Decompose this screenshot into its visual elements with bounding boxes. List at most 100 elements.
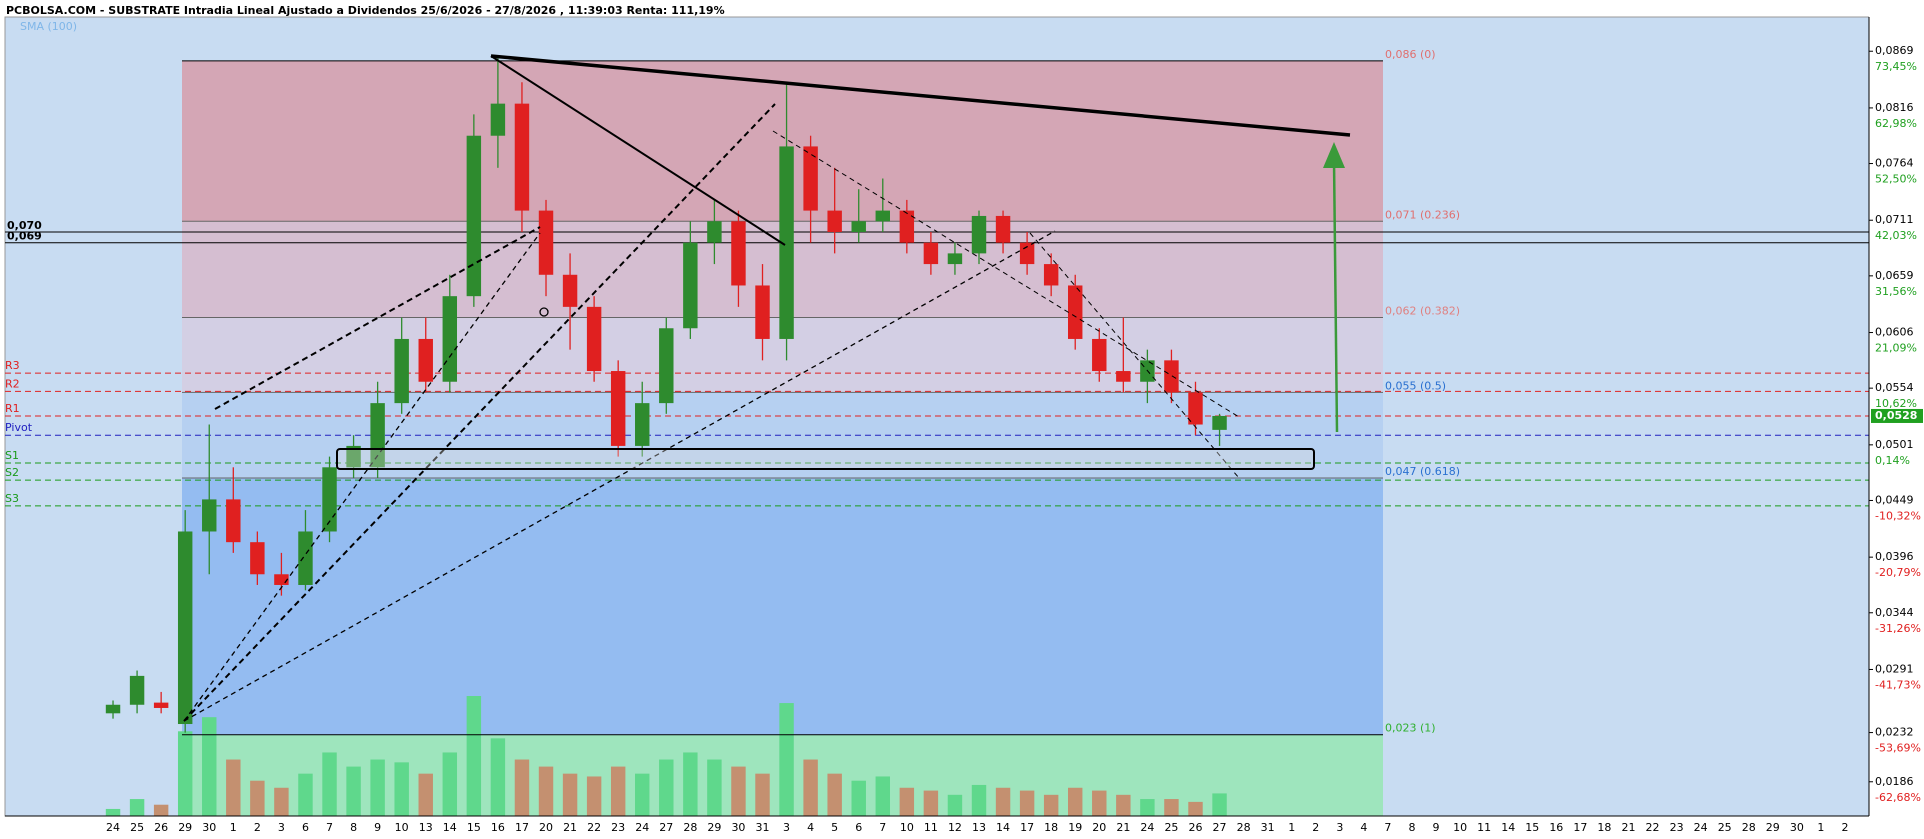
- x-tick-label: 21: [1621, 821, 1635, 834]
- volume-bar: [370, 759, 385, 816]
- y-tick-label: 0,0396: [1875, 550, 1914, 563]
- y-tick-label: 0,0186: [1875, 775, 1914, 788]
- candle-body: [298, 531, 313, 585]
- x-tick-label: 22: [1646, 821, 1660, 834]
- trendline: [183, 230, 1056, 722]
- x-tick-label: 25: [1718, 821, 1732, 834]
- volume-bar: [803, 759, 818, 816]
- volume-bar: [202, 717, 217, 816]
- x-tick-label: 27: [1213, 821, 1227, 834]
- volume-bar: [875, 776, 890, 816]
- x-tick-label: 10: [395, 821, 409, 834]
- candle-body: [538, 210, 554, 275]
- pivot-label: Pivot: [5, 421, 33, 434]
- volume-bar: [1043, 794, 1059, 816]
- fib-label: 0,047 (0.618): [1385, 465, 1460, 478]
- candle-body: [1068, 285, 1083, 339]
- y-tick-label: 0,0449: [1875, 493, 1914, 506]
- marker: [539, 307, 549, 317]
- candle-body: [707, 221, 722, 243]
- candle-body: [683, 242, 698, 329]
- volume-bar: [731, 766, 746, 816]
- x-tick-label: 4: [807, 821, 814, 834]
- x-tick-label: 27: [659, 821, 673, 834]
- candle-body: [1116, 371, 1131, 382]
- candle-body: [995, 215, 1011, 243]
- volume-bar: [538, 766, 554, 816]
- candle-body: [105, 704, 121, 714]
- candle-body: [346, 445, 361, 468]
- change-label: -10,32%: [1875, 509, 1921, 522]
- x-tick-label: 29: [707, 821, 721, 834]
- x-tick-label: 1: [230, 821, 237, 834]
- x-tick-label: 7: [879, 821, 886, 834]
- change-label: 0,14%: [1875, 454, 1910, 467]
- pivot-label: S1: [5, 449, 19, 462]
- level-label: 0,069: [7, 230, 42, 243]
- fib-label: 0,055 (0.5): [1385, 379, 1446, 392]
- x-tick-label: 28: [683, 821, 697, 834]
- x-tick-label: 9: [1433, 821, 1440, 834]
- trendline: [183, 232, 541, 722]
- x-tick-label: 19: [1068, 821, 1082, 834]
- x-tick-label: 30: [731, 821, 745, 834]
- change-label: -53,69%: [1875, 742, 1921, 755]
- volume-bar: [635, 773, 650, 816]
- x-tick-label: 24: [1694, 821, 1708, 834]
- x-tick-label: 6: [302, 821, 309, 834]
- fib-zone: [182, 478, 1383, 735]
- volume-bar: [177, 731, 193, 816]
- candle-body: [177, 531, 193, 725]
- x-tick-label: 15: [467, 821, 481, 834]
- pivot-label: R3: [5, 359, 20, 372]
- x-tick-label: 10: [900, 821, 914, 834]
- candle-body: [394, 338, 409, 404]
- volume-bar: [1068, 787, 1083, 816]
- volume-bar: [899, 787, 915, 816]
- x-tick-label: 25: [130, 821, 144, 834]
- volume-bar: [683, 752, 698, 816]
- candles: [105, 55, 1227, 733]
- x-tick-label: 31: [756, 821, 770, 834]
- x-tick-label: 9: [374, 821, 381, 834]
- x-tick-label: 17: [515, 821, 529, 834]
- trendline: [183, 103, 776, 722]
- x-tick-label: 30: [1790, 821, 1804, 834]
- x-tick-label: 13: [419, 821, 433, 834]
- x-tick-label: 3: [783, 821, 790, 834]
- support-box: [336, 448, 1315, 470]
- fib-label: 0,086 (0): [1385, 48, 1436, 61]
- x-tick-label: 16: [1549, 821, 1563, 834]
- candle-body: [1092, 338, 1107, 372]
- y-tick-label: 0,0344: [1875, 606, 1914, 619]
- x-tick-label: 8: [350, 821, 357, 834]
- x-tick-label: 23: [1670, 821, 1684, 834]
- change-label: -31,26%: [1875, 622, 1921, 635]
- candle-body: [562, 274, 578, 307]
- pivot-label: S3: [5, 492, 19, 505]
- x-tick-label: 24: [106, 821, 120, 834]
- candle-body: [490, 103, 506, 136]
- volume-bar: [610, 766, 626, 816]
- x-tick-label: 18: [1044, 821, 1058, 834]
- volume-bar: [755, 773, 770, 816]
- candle-body: [923, 242, 939, 265]
- x-tick-label: 11: [924, 821, 938, 834]
- volume-bar: [298, 773, 313, 816]
- candle-body: [514, 103, 530, 211]
- candle-body: [586, 306, 602, 372]
- y-tick-label: 0,0869: [1875, 44, 1914, 57]
- x-tick-label: 2: [1312, 821, 1319, 834]
- volume-bar: [322, 752, 337, 816]
- x-tick-label: 26: [154, 821, 168, 834]
- channel: [772, 130, 1240, 418]
- y-tick-label: 0,0711: [1875, 213, 1914, 226]
- candle-body: [322, 467, 337, 532]
- x-tick-label: 29: [178, 821, 192, 834]
- x-tick-label: 1: [1817, 821, 1824, 834]
- volume-bar: [1188, 801, 1203, 816]
- trendlines: [183, 54, 1351, 722]
- last-price-box: [1871, 408, 1923, 423]
- volume-bar: [490, 738, 506, 816]
- candle-body: [466, 135, 482, 297]
